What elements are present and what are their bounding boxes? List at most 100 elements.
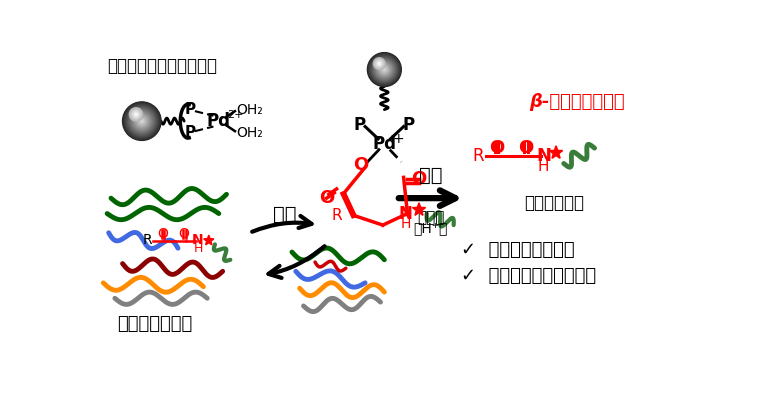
Circle shape <box>131 109 141 120</box>
Polygon shape <box>413 203 426 215</box>
Text: Pd: Pd <box>207 112 231 130</box>
Circle shape <box>129 108 143 121</box>
Circle shape <box>369 54 399 85</box>
Circle shape <box>377 62 392 77</box>
Polygon shape <box>204 235 214 245</box>
Circle shape <box>138 117 146 125</box>
Text: R: R <box>473 147 484 165</box>
Circle shape <box>126 104 158 138</box>
Circle shape <box>129 109 154 133</box>
Text: 捕捉: 捕捉 <box>272 204 296 224</box>
Circle shape <box>376 61 393 78</box>
Circle shape <box>134 113 137 116</box>
Circle shape <box>373 58 396 81</box>
Text: 2+: 2+ <box>227 110 244 120</box>
Text: O: O <box>353 156 369 174</box>
Text: P: P <box>353 116 366 134</box>
Text: OH₂: OH₂ <box>236 103 264 117</box>
Circle shape <box>130 110 153 132</box>
Circle shape <box>375 60 383 68</box>
Circle shape <box>368 53 401 86</box>
Text: 酸処理: 酸処理 <box>417 210 445 225</box>
Text: H: H <box>193 242 203 256</box>
Circle shape <box>139 118 144 124</box>
Circle shape <box>371 56 398 83</box>
Circle shape <box>129 108 155 134</box>
Text: ペプチド混合物: ペプチド混合物 <box>117 315 193 333</box>
Text: O: O <box>319 189 334 207</box>
Circle shape <box>133 112 139 118</box>
Text: OH₂: OH₂ <box>236 126 264 140</box>
Circle shape <box>383 68 386 71</box>
Text: H: H <box>401 216 411 230</box>
Text: （H⁺）: （H⁺） <box>413 221 448 235</box>
Circle shape <box>382 67 387 72</box>
Text: O: O <box>489 139 505 157</box>
Text: 修飾ペプチド: 修飾ペプチド <box>523 194 583 212</box>
Circle shape <box>371 57 397 82</box>
Text: ✓  簡便で効率的な精製法: ✓ 簡便で効率的な精製法 <box>461 268 597 286</box>
Circle shape <box>378 63 380 64</box>
Text: ✓  コンパクトなタグ: ✓ コンパクトなタグ <box>461 240 575 258</box>
Text: N: N <box>192 234 204 248</box>
Circle shape <box>133 112 151 130</box>
Text: O: O <box>411 170 427 188</box>
Circle shape <box>378 62 381 65</box>
Circle shape <box>141 120 143 122</box>
Circle shape <box>140 120 143 122</box>
Circle shape <box>380 65 389 74</box>
Circle shape <box>378 62 392 76</box>
Text: N: N <box>536 147 551 165</box>
Text: R: R <box>142 234 152 248</box>
Text: O: O <box>179 227 190 241</box>
Circle shape <box>140 119 144 123</box>
Circle shape <box>136 115 147 127</box>
Circle shape <box>134 113 150 129</box>
Circle shape <box>129 108 154 134</box>
Circle shape <box>374 59 395 80</box>
Circle shape <box>132 111 152 131</box>
Circle shape <box>367 53 401 86</box>
Text: +: + <box>393 132 405 146</box>
Circle shape <box>135 114 148 128</box>
Circle shape <box>375 60 394 79</box>
Circle shape <box>374 58 385 69</box>
Circle shape <box>135 114 136 115</box>
Circle shape <box>384 69 385 70</box>
Circle shape <box>374 60 394 80</box>
Text: P: P <box>185 102 196 117</box>
Circle shape <box>127 106 157 136</box>
Text: O: O <box>519 139 534 157</box>
Text: 溶出: 溶出 <box>419 166 442 185</box>
Circle shape <box>139 118 145 124</box>
Circle shape <box>381 67 388 72</box>
Circle shape <box>132 110 140 119</box>
Circle shape <box>376 60 382 67</box>
Circle shape <box>379 64 389 75</box>
Circle shape <box>126 106 157 136</box>
Circle shape <box>125 104 159 138</box>
Circle shape <box>374 59 384 68</box>
Circle shape <box>123 102 161 140</box>
Circle shape <box>378 63 391 76</box>
Circle shape <box>126 105 158 137</box>
Circle shape <box>134 112 138 117</box>
Circle shape <box>383 68 385 71</box>
Circle shape <box>136 116 147 126</box>
Circle shape <box>381 66 388 73</box>
Circle shape <box>370 56 399 84</box>
Text: H: H <box>538 159 549 174</box>
Text: P: P <box>185 125 196 140</box>
Circle shape <box>378 62 381 66</box>
Circle shape <box>370 55 399 84</box>
Circle shape <box>134 114 149 128</box>
Circle shape <box>137 116 147 126</box>
Circle shape <box>378 64 390 76</box>
Circle shape <box>131 110 152 132</box>
Text: N: N <box>399 204 413 222</box>
Circle shape <box>372 57 396 82</box>
Circle shape <box>374 58 385 70</box>
Text: O: O <box>157 227 168 241</box>
Circle shape <box>128 107 156 135</box>
Circle shape <box>122 102 161 140</box>
